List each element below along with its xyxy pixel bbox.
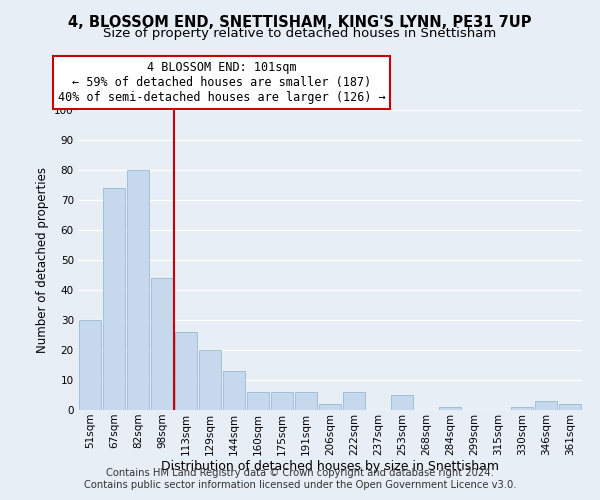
Bar	[535, 401, 557, 410]
Bar	[103, 188, 125, 410]
Bar	[175, 332, 197, 410]
Bar	[247, 392, 269, 410]
Y-axis label: Number of detached properties: Number of detached properties	[35, 167, 49, 353]
Bar	[511, 407, 533, 410]
Bar	[79, 320, 101, 410]
Bar	[391, 395, 413, 410]
Bar	[439, 407, 461, 410]
Text: Contains HM Land Registry data © Crown copyright and database right 2024.: Contains HM Land Registry data © Crown c…	[106, 468, 494, 477]
Text: 4 BLOSSOM END: 101sqm
← 59% of detached houses are smaller (187)
40% of semi-det: 4 BLOSSOM END: 101sqm ← 59% of detached …	[58, 61, 386, 104]
Text: Contains public sector information licensed under the Open Government Licence v3: Contains public sector information licen…	[84, 480, 516, 490]
Bar	[295, 392, 317, 410]
Text: 4, BLOSSOM END, SNETTISHAM, KING'S LYNN, PE31 7UP: 4, BLOSSOM END, SNETTISHAM, KING'S LYNN,…	[68, 15, 532, 30]
Bar	[319, 404, 341, 410]
Bar	[151, 278, 173, 410]
Bar	[343, 392, 365, 410]
X-axis label: Distribution of detached houses by size in Snettisham: Distribution of detached houses by size …	[161, 460, 499, 473]
Bar	[223, 371, 245, 410]
Text: Size of property relative to detached houses in Snettisham: Size of property relative to detached ho…	[103, 28, 497, 40]
Bar	[127, 170, 149, 410]
Bar	[559, 404, 581, 410]
Bar	[271, 392, 293, 410]
Bar	[199, 350, 221, 410]
